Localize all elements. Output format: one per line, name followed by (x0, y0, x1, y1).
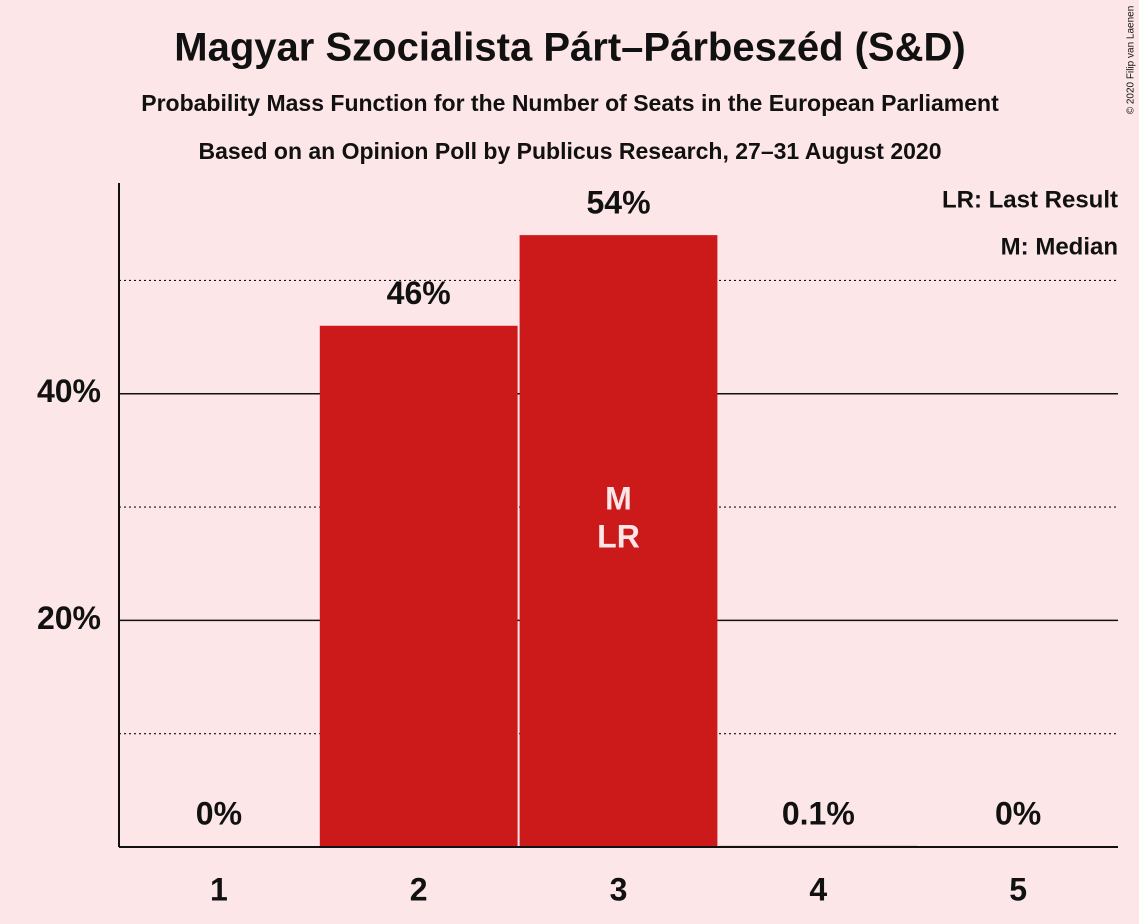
value-label: 54% (586, 185, 650, 221)
bar-marker-label: LR (597, 519, 640, 555)
value-label: 46% (387, 275, 451, 311)
chart-subtitle: Based on an Opinion Poll by Publicus Res… (198, 138, 941, 164)
legend-entry: LR: Last Result (942, 186, 1118, 213)
y-tick-label: 20% (37, 600, 101, 636)
x-tick-label: 5 (1009, 871, 1027, 907)
bar (519, 235, 718, 847)
copyright: © 2020 Filip van Laenen (1126, 6, 1137, 115)
x-tick-label: 1 (210, 871, 228, 907)
chart-title: Magyar Szocialista Párt–Párbeszéd (S&D) (174, 26, 965, 70)
value-label: 0% (196, 795, 242, 831)
y-tick-label: 40% (37, 373, 101, 409)
value-label: 0% (995, 795, 1041, 831)
chart-subtitle: Probability Mass Function for the Number… (141, 90, 999, 116)
legend-entry: M: Median (1001, 233, 1118, 260)
bar-marker-label: M (605, 481, 632, 517)
bar (319, 325, 518, 847)
x-tick-label: 4 (809, 871, 827, 907)
x-tick-label: 2 (410, 871, 428, 907)
value-label: 0.1% (782, 795, 855, 831)
x-tick-label: 3 (610, 871, 628, 907)
